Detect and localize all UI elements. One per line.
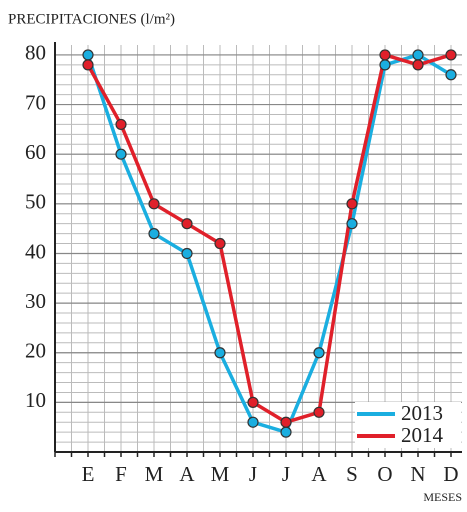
data-point	[181, 218, 193, 230]
y-tick-label: 10	[25, 388, 46, 412]
series-line	[86, 53, 452, 434]
series-line	[86, 53, 452, 424]
x-tick-label: A	[179, 462, 195, 486]
data-point	[313, 347, 325, 359]
data-point	[445, 49, 457, 61]
data-point	[379, 59, 391, 71]
data-point	[412, 49, 424, 61]
data-point	[247, 416, 259, 428]
x-tick-label: N	[410, 462, 425, 486]
legend-label: 2013	[401, 401, 443, 425]
legend-label: 2014	[401, 423, 444, 447]
y-tick-label: 50	[25, 190, 46, 214]
y-tick-label: 60	[25, 140, 46, 164]
x-tick-label: J	[282, 462, 290, 486]
data-point	[214, 237, 226, 250]
x-tick-label: A	[311, 462, 327, 486]
data-point	[82, 59, 94, 71]
x-tick-label: E	[82, 462, 95, 486]
x-tick-label: D	[443, 462, 458, 486]
data-point	[115, 118, 127, 131]
chart-title: PRECIPITACIONES (l/m²)	[8, 11, 175, 27]
y-tick-label: 40	[25, 239, 46, 263]
data-point	[181, 247, 193, 260]
data-point	[280, 426, 292, 438]
x-axis-label: MESES	[423, 490, 462, 504]
x-tick-label: M	[145, 462, 164, 486]
x-tick-label: O	[377, 462, 392, 486]
data-point	[313, 406, 325, 418]
legend-box	[355, 402, 461, 448]
y-tick-label: 70	[25, 90, 46, 114]
data-point	[82, 49, 94, 61]
data-point	[445, 69, 457, 81]
data-point	[148, 198, 160, 210]
x-tick-label: S	[346, 462, 358, 486]
data-point	[412, 59, 424, 71]
y-tick-label: 20	[25, 339, 46, 363]
data-point	[346, 198, 358, 210]
x-tick-label: F	[115, 462, 127, 486]
data-point	[379, 49, 391, 61]
data-point	[280, 416, 292, 428]
x-tick-label: M	[211, 462, 230, 486]
data-point	[148, 228, 160, 240]
data-point	[346, 218, 358, 230]
data-point	[247, 396, 259, 408]
data-point	[214, 347, 226, 359]
x-tick-label: J	[249, 462, 257, 486]
y-tick-label: 30	[25, 289, 46, 313]
data-point	[115, 148, 127, 160]
y-tick-label: 80	[25, 41, 46, 65]
